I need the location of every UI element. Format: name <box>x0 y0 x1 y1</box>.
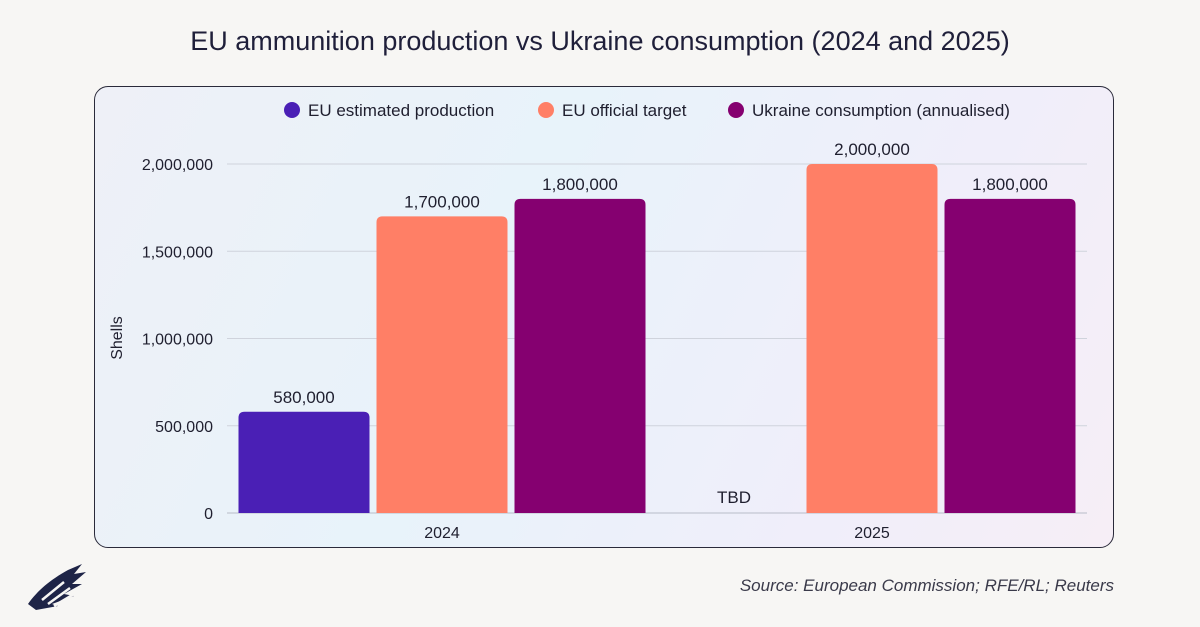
source-note: Source: European Commission; RFE/RL; Reu… <box>739 576 1114 595</box>
data-label: 580,000 <box>273 388 334 407</box>
legend-label: Ukraine consumption (annualised) <box>752 101 1010 120</box>
y-axis-title: Shells <box>109 316 126 360</box>
legend-label: EU estimated production <box>308 101 494 120</box>
bar <box>944 198 1076 513</box>
bar <box>238 411 370 513</box>
bar <box>806 164 938 513</box>
legend-marker <box>728 102 744 118</box>
data-label: 1,800,000 <box>542 175 618 194</box>
y-tick-label: 500,000 <box>155 419 213 436</box>
x-tick-label: 2025 <box>854 525 890 542</box>
bar <box>376 216 508 513</box>
legend-label: EU official target <box>562 101 687 120</box>
chart-title: EU ammunition production vs Ukraine cons… <box>190 26 1010 56</box>
data-label: 1,700,000 <box>404 192 480 211</box>
data-label: TBD <box>717 488 751 507</box>
y-tick-label: 1,000,000 <box>142 332 213 349</box>
y-tick-label: 0 <box>204 506 213 523</box>
y-tick-label: 1,500,000 <box>142 244 213 261</box>
y-tick-label: 2,000,000 <box>142 157 213 174</box>
bar <box>514 198 646 513</box>
x-tick-label: 2024 <box>424 525 460 542</box>
legend-marker <box>284 102 300 118</box>
data-label: 2,000,000 <box>834 140 910 159</box>
legend-marker <box>538 102 554 118</box>
data-label: 1,800,000 <box>972 175 1048 194</box>
brand-logo-icon <box>24 560 92 617</box>
